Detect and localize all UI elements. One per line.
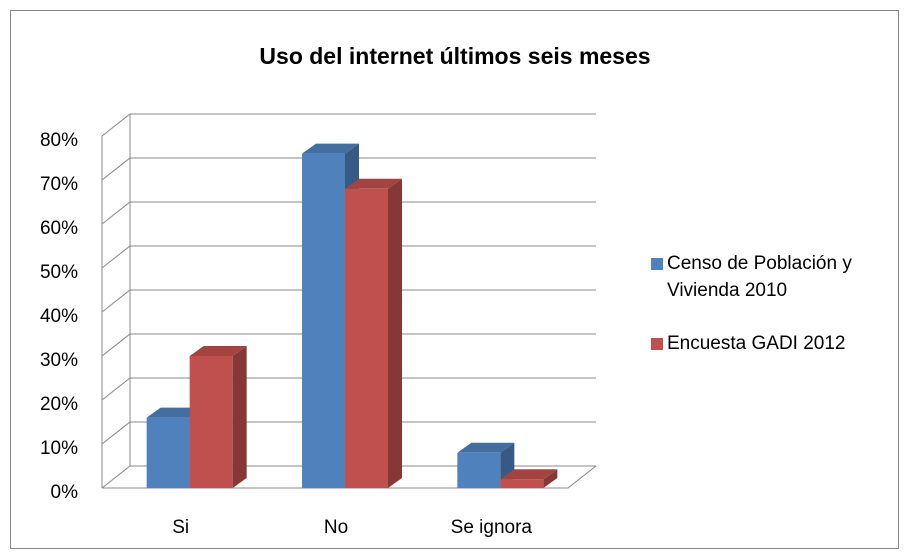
bar (189, 346, 247, 488)
bar (500, 469, 558, 488)
bar-side (232, 346, 247, 488)
y-tick-label: 0% (51, 482, 79, 503)
bar-front (457, 452, 501, 488)
y-tick-label: 20% (40, 394, 78, 415)
bar-front (189, 356, 233, 488)
bar-top (189, 346, 247, 356)
bar-front (302, 153, 345, 488)
legend: Censo de Población y Vivienda 2010 Encues… (651, 250, 891, 383)
bar-side (543, 469, 558, 488)
grid-line-side (101, 113, 131, 137)
x-tick-label: Si (172, 517, 189, 538)
bar-top (500, 469, 558, 480)
chart-title: Uso del internet últimos seis meses (259, 43, 650, 69)
legend-swatch (651, 258, 663, 270)
bar-top (345, 178, 402, 189)
bar-side (388, 178, 402, 489)
grid-line-side (101, 245, 131, 269)
y-tick-label: 80% (40, 130, 78, 151)
y-tick-label: 70% (40, 174, 78, 195)
grid-line-side (101, 201, 131, 225)
legend-item: Censo de Población y Vivienda 2010 (651, 250, 891, 304)
y-tick-label: 60% (40, 218, 78, 239)
bar-top (146, 407, 204, 418)
grid-line-side (101, 421, 131, 445)
bar-top (457, 442, 515, 453)
grid-line-side (101, 289, 131, 313)
bar (345, 178, 402, 489)
bar-front (345, 188, 388, 489)
legend-label: Encuesta GADI 2012 (667, 333, 846, 354)
bar (457, 442, 515, 488)
x-tick-label: Se ignora (451, 517, 533, 538)
grid-line-side (101, 157, 131, 181)
floor-edge (102, 465, 597, 489)
legend-swatch (651, 338, 663, 350)
bar-front (146, 417, 190, 488)
grid-line-side (101, 465, 131, 489)
bar-front (500, 479, 544, 488)
y-tick-label: 40% (40, 306, 78, 327)
y-tick-label: 30% (40, 350, 78, 371)
y-tick-label: 50% (40, 262, 78, 283)
legend-item: Encuesta GADI 2012 (651, 330, 891, 357)
bar-top (302, 143, 359, 154)
legend-label: Censo de Población y Vivienda 2010 (667, 253, 852, 301)
x-tick-label: No (324, 517, 348, 538)
grid-line-side (101, 333, 131, 357)
grid-line-side (101, 377, 131, 401)
y-tick-label: 10% (40, 438, 78, 459)
